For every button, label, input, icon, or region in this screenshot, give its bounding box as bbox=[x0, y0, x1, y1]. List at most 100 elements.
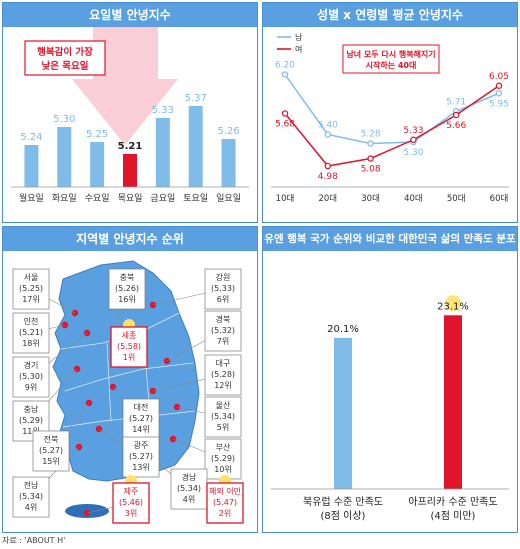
region-rank-1: 18위 bbox=[22, 339, 40, 348]
region-score-10: (5.46) bbox=[119, 498, 143, 507]
region-rank-13: 12위 bbox=[214, 381, 232, 390]
region-rank-4: 15위 bbox=[42, 457, 60, 466]
region-box-5 bbox=[12, 476, 50, 518]
region-score-11: (5.33) bbox=[211, 284, 235, 293]
region-box-1 bbox=[12, 312, 50, 354]
gender-age-panel-title: 성별 x 연령별 평균 안녕지수 bbox=[263, 3, 517, 27]
series-1-point-0 bbox=[281, 110, 289, 117]
region-name-10: 제주 bbox=[124, 487, 139, 496]
weekday-panel: 요일별 안녕지수 행복감이 가장 낮은 목요일 5.24 5.30 5.25 5.21… bbox=[2, 2, 258, 223]
series-0-label-5: 5.95 bbox=[489, 99, 509, 109]
legend-label-0: 남 bbox=[295, 33, 303, 42]
region-box-7 bbox=[110, 326, 148, 368]
series-1-label-0: 5.68 bbox=[275, 120, 295, 130]
region-name-14: 울산 bbox=[216, 400, 231, 410]
age-tick-3: 40대 bbox=[404, 194, 423, 204]
region-panel: 지역별 안녕지수 순위 서울 (5.25) 17위 인천 (5.21) 18위 경기 (5.3… bbox=[2, 226, 258, 533]
gender-age-annotation-line2: 시작하는 40대 bbox=[366, 60, 417, 70]
region-score-7: (5.58) bbox=[117, 342, 141, 351]
series-1-label-1: 4.98 bbox=[318, 172, 338, 182]
region-name-2: 경기 bbox=[24, 360, 39, 370]
region-rank-2: 9위 bbox=[25, 383, 37, 392]
region-name-7: 세종 bbox=[122, 331, 137, 340]
series-0-point-0 bbox=[281, 71, 289, 78]
weekday-annotation-line2: 낮은 목요일 bbox=[41, 60, 88, 72]
weekday-bar-label-6: 5.26 bbox=[217, 126, 239, 137]
region-rank-3: 11위 bbox=[22, 427, 40, 436]
region-box-0 bbox=[12, 268, 50, 310]
un-chart: 20.1% 23.1% 북유럽 수준 만족도 (8점 이상) 아프리카 수준 만족도 (… bbox=[271, 295, 509, 522]
age-tick-1: 20대 bbox=[318, 194, 337, 204]
region-name-4: 전북 bbox=[44, 434, 59, 444]
weekday-bar-5 bbox=[188, 106, 203, 187]
weekday-bar-1 bbox=[57, 127, 72, 187]
region-score-1: (5.21) bbox=[19, 328, 43, 337]
region-rank-14: 5위 bbox=[217, 423, 229, 432]
weekday-tick-0: 월요일 bbox=[19, 192, 44, 204]
region-rank-12: 7위 bbox=[217, 337, 229, 346]
region-name-16: 경남 bbox=[182, 472, 197, 482]
region-rank-16: 4위 bbox=[183, 495, 195, 504]
region-name-11: 강원 bbox=[216, 272, 231, 282]
region-score-6: (5.26) bbox=[115, 284, 139, 293]
region-box-17 bbox=[206, 482, 244, 524]
region-rank-8: 14위 bbox=[132, 425, 150, 434]
legend-label-1: 여 bbox=[295, 44, 302, 54]
un-bar-label-0: 20.1% bbox=[327, 324, 359, 335]
series-0-point-5 bbox=[495, 90, 503, 97]
weekday-tick-2: 수요일 bbox=[85, 193, 110, 204]
region-rank-6: 16위 bbox=[118, 295, 136, 304]
age-tick-2: 30대 bbox=[361, 194, 380, 204]
region-name-3: 충남 bbox=[24, 405, 39, 414]
region-score-3: (5.29) bbox=[19, 416, 43, 425]
region-rank-10: 3위 bbox=[125, 509, 137, 518]
region-name-15: 부산 bbox=[216, 442, 231, 452]
region-box-16 bbox=[170, 468, 208, 510]
region-name-1: 인천 bbox=[24, 316, 39, 326]
series-0-point-2 bbox=[367, 140, 374, 147]
weekday-bar-label-0: 5.24 bbox=[20, 132, 42, 143]
series-1-label-4: 5.66 bbox=[446, 121, 466, 131]
un-bar-1 bbox=[444, 315, 462, 489]
region-score-0: (5.25) bbox=[19, 284, 43, 293]
weekday-bar-0 bbox=[24, 145, 39, 187]
gender-age-annotation-line1: 남녀 모두 다시 행복해지기 bbox=[346, 49, 435, 59]
series-1-label-2: 5.08 bbox=[361, 165, 381, 175]
region-score-15: (5.29) bbox=[211, 454, 235, 463]
region-name-5: 전남 bbox=[24, 480, 39, 490]
region-box-9 bbox=[122, 436, 160, 478]
weekday-bar-label-1: 5.30 bbox=[53, 114, 75, 125]
weekday-panel-title: 요일별 안녕지수 bbox=[3, 3, 257, 27]
age-tick-4: 50대 bbox=[447, 194, 466, 204]
weekday-bar-label-5: 5.37 bbox=[185, 93, 207, 104]
region-name-9: 광주 bbox=[134, 440, 149, 450]
region-rank-9: 13위 bbox=[132, 463, 150, 472]
age-tick-5: 60대 bbox=[490, 194, 509, 204]
region-score-2: (5.30) bbox=[19, 372, 43, 381]
region-score-16: (5.34) bbox=[177, 484, 201, 493]
region-box-12 bbox=[204, 310, 242, 352]
un-tick-1-1: (4점 미만) bbox=[431, 510, 476, 522]
age-tick-0: 10대 bbox=[276, 194, 295, 204]
series-1-point-4 bbox=[452, 111, 460, 119]
series-0-label-3: 5.30 bbox=[403, 148, 423, 158]
korea-map-shape bbox=[52, 260, 200, 482]
gender-age-chart: 남여 남녀 모두 다시 행복해지기 시작하는 40대 6.20 5.40 5.28 5… bbox=[271, 33, 509, 204]
weekday-bar-3 bbox=[123, 154, 137, 187]
region-name-8: 대전 bbox=[134, 402, 149, 412]
region-box-6 bbox=[108, 268, 146, 310]
weekday-bar-2 bbox=[90, 142, 105, 187]
series-0-point-1 bbox=[324, 131, 332, 138]
region-rank-11: 6위 bbox=[217, 295, 229, 304]
region-score-12: (5.32) bbox=[211, 326, 235, 335]
gender-age-annotation-box bbox=[342, 44, 440, 74]
series-0-label-4: 5.71 bbox=[446, 97, 466, 107]
region-box-11 bbox=[204, 268, 242, 310]
series-0-label-0: 6.20 bbox=[275, 61, 295, 71]
series-1-label-5: 6.05 bbox=[489, 72, 509, 82]
series-1-label-3: 5.33 bbox=[403, 126, 423, 136]
weekday-tick-5: 토요일 bbox=[183, 193, 208, 204]
region-rank-0: 17위 bbox=[22, 295, 40, 304]
region-rank-7: 1위 bbox=[123, 353, 135, 362]
